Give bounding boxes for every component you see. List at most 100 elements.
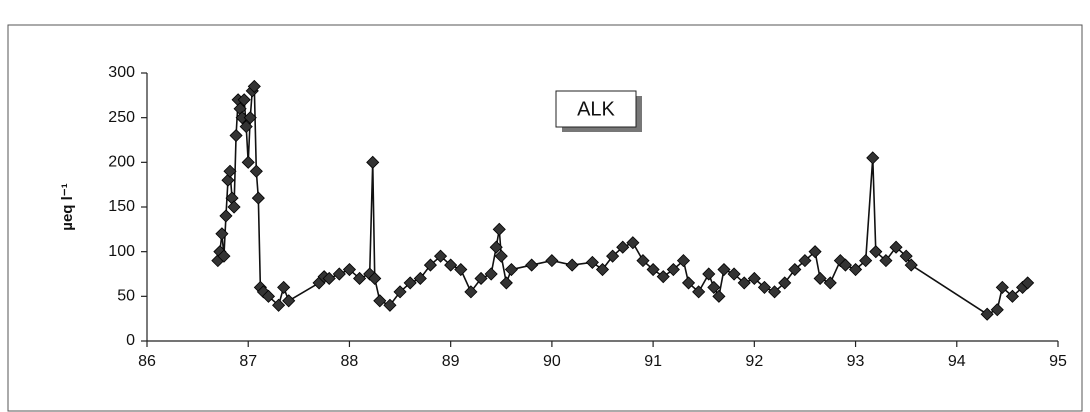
data-point xyxy=(889,240,903,254)
data-point xyxy=(798,254,812,268)
data-point xyxy=(692,285,706,299)
data-point xyxy=(237,93,251,107)
data-point xyxy=(239,120,253,134)
data-point xyxy=(681,276,696,290)
data-point xyxy=(223,164,237,178)
data-point xyxy=(778,276,792,290)
data-point xyxy=(366,155,380,169)
data-point xyxy=(261,289,276,303)
data-point xyxy=(904,258,918,272)
x-tick-label: 86 xyxy=(138,353,156,370)
data-point xyxy=(368,271,382,286)
data-point xyxy=(702,267,716,281)
data-point xyxy=(217,249,231,263)
y-tick-label: 50 xyxy=(117,288,135,305)
data-point xyxy=(899,249,913,263)
data-point xyxy=(489,240,503,254)
data-point xyxy=(1005,289,1020,303)
data-point xyxy=(494,249,508,263)
x-tick-label: 91 xyxy=(644,353,662,370)
data-point xyxy=(423,258,437,272)
data-point xyxy=(504,262,518,277)
data-point xyxy=(879,254,893,268)
data-point xyxy=(980,307,994,321)
data-point xyxy=(808,245,822,259)
x-tick-label: 88 xyxy=(341,353,359,370)
data-point xyxy=(768,285,782,299)
data-point xyxy=(995,280,1009,294)
data-point xyxy=(243,111,257,125)
data-point xyxy=(525,258,539,272)
data-point xyxy=(444,258,458,272)
data-point xyxy=(383,298,397,312)
data-point xyxy=(256,285,270,299)
y-tick-label: 150 xyxy=(108,198,135,215)
data-point xyxy=(666,262,680,277)
y-axis-label: µeq l⁻¹ xyxy=(59,183,76,230)
data-point xyxy=(215,227,229,241)
data-point xyxy=(859,254,873,268)
data-point xyxy=(823,276,837,290)
data-point xyxy=(249,164,263,178)
y-tick-label: 200 xyxy=(108,154,135,171)
data-point xyxy=(636,254,650,268)
data-point xyxy=(251,191,265,205)
legend-box xyxy=(555,90,637,128)
x-tick-label: 93 xyxy=(847,353,865,370)
data-point xyxy=(866,151,880,165)
data-point xyxy=(393,285,407,299)
data-point xyxy=(342,262,357,277)
data-point xyxy=(869,245,883,259)
data-point xyxy=(282,294,296,308)
y-tick-label: 0 xyxy=(126,332,135,349)
data-point xyxy=(990,303,1004,317)
data-point xyxy=(707,280,721,294)
data-point xyxy=(737,276,751,290)
data-point xyxy=(616,240,630,254)
data-point xyxy=(1021,276,1035,290)
data-point xyxy=(838,258,852,272)
data-point xyxy=(484,267,498,281)
data-point xyxy=(403,276,417,290)
data-point xyxy=(373,294,387,308)
y-tick-label: 250 xyxy=(108,109,135,126)
data-point xyxy=(474,271,488,286)
data-point xyxy=(322,271,336,286)
data-point xyxy=(272,298,286,312)
data-point xyxy=(353,271,367,286)
data-point xyxy=(813,271,827,286)
data-point xyxy=(277,280,291,294)
data-point xyxy=(492,222,506,236)
data-point xyxy=(363,267,377,281)
data-point xyxy=(332,267,346,281)
y-tick-label: 100 xyxy=(108,243,135,260)
x-tick-label: 87 xyxy=(239,353,257,370)
data-point xyxy=(227,200,241,214)
x-tick-label: 90 xyxy=(543,353,561,370)
data-point xyxy=(229,128,243,143)
data-point xyxy=(247,79,261,93)
data-point xyxy=(565,258,579,272)
data-point xyxy=(241,155,255,169)
x-tick-label: 89 xyxy=(442,353,460,370)
y-tick-label: 300 xyxy=(108,64,135,81)
data-point xyxy=(499,276,513,290)
data-point xyxy=(717,262,731,277)
data-point xyxy=(454,262,468,277)
data-point xyxy=(656,270,670,284)
x-tick-label: 94 xyxy=(948,353,966,370)
data-point xyxy=(545,254,559,268)
data-point xyxy=(433,249,448,263)
data-point xyxy=(595,262,610,277)
x-tick-label: 95 xyxy=(1049,353,1067,370)
data-point xyxy=(585,255,599,269)
data-point xyxy=(747,271,761,286)
data-point xyxy=(712,289,726,303)
data-point xyxy=(221,173,235,187)
data-point xyxy=(646,262,660,277)
chart-frame xyxy=(7,24,1083,412)
x-tick-label: 92 xyxy=(745,353,763,370)
data-point xyxy=(676,254,691,268)
data-point xyxy=(788,262,802,277)
